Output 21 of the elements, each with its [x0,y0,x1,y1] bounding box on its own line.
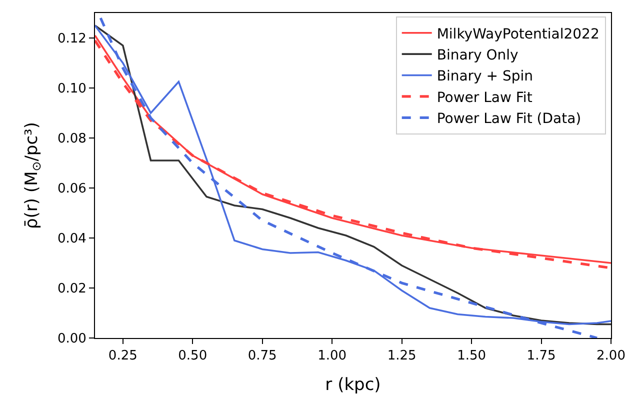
legend-label: Power Law Fit (Data) [436,111,582,128]
x-tick-label: 2.00 [596,348,626,364]
legend-label: Power Law Fit [436,90,533,106]
y-tick-label: 0.04 [57,232,86,247]
y-tick-label: 0.00 [57,332,86,347]
y-tick-label: 0.08 [57,132,86,147]
legend-label: MilkyWayPotential2022 [436,26,600,42]
y-tick-label: 0.06 [57,182,86,197]
x-axis-title: r (kpc) [325,375,381,395]
legend-label: Binary + Spin [436,68,533,85]
x-tick-label: 1.25 [387,348,416,364]
x-tick-label: 0.50 [178,348,208,364]
y-tick-label: 0.02 [57,282,86,297]
x-tick-label: 1.00 [318,348,347,364]
y-tick-label: 0.12 [57,32,86,47]
x-tick-label: 0.25 [108,348,138,364]
x-tick-label: 1.50 [457,348,486,364]
x-tick-label: 0.75 [248,348,277,364]
legend-label: Binary Only [436,48,518,64]
y-tick-label: 0.10 [57,82,86,97]
x-tick-label: 1.75 [526,348,556,364]
